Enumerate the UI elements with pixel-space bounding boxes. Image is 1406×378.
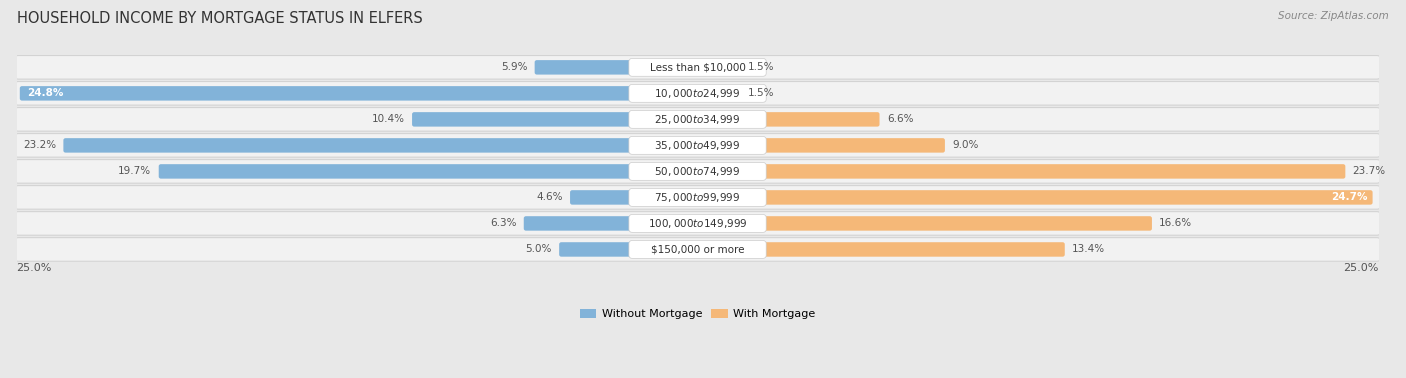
Text: 16.6%: 16.6% [1160, 218, 1192, 228]
Text: Source: ZipAtlas.com: Source: ZipAtlas.com [1278, 11, 1389, 21]
Text: 5.0%: 5.0% [526, 245, 551, 254]
Text: 23.2%: 23.2% [22, 140, 56, 150]
FancyBboxPatch shape [696, 86, 741, 101]
Text: 5.9%: 5.9% [501, 62, 527, 72]
Text: 9.0%: 9.0% [952, 140, 979, 150]
Text: $50,000 to $74,999: $50,000 to $74,999 [654, 165, 741, 178]
FancyBboxPatch shape [696, 242, 1064, 257]
FancyBboxPatch shape [524, 216, 700, 231]
Text: 19.7%: 19.7% [118, 166, 152, 177]
FancyBboxPatch shape [628, 110, 766, 128]
FancyBboxPatch shape [14, 186, 1381, 209]
Text: $35,000 to $49,999: $35,000 to $49,999 [654, 139, 741, 152]
Text: 10.4%: 10.4% [371, 115, 405, 124]
Text: $25,000 to $34,999: $25,000 to $34,999 [654, 113, 741, 126]
Text: 24.7%: 24.7% [1331, 192, 1368, 203]
Text: 24.8%: 24.8% [28, 88, 63, 98]
FancyBboxPatch shape [628, 59, 766, 76]
Text: Less than $10,000: Less than $10,000 [650, 62, 745, 72]
FancyBboxPatch shape [569, 190, 700, 204]
Text: 25.0%: 25.0% [1343, 263, 1378, 273]
FancyBboxPatch shape [14, 238, 1381, 261]
FancyBboxPatch shape [696, 138, 945, 153]
FancyBboxPatch shape [14, 108, 1381, 131]
FancyBboxPatch shape [14, 134, 1381, 157]
FancyBboxPatch shape [20, 86, 700, 101]
Text: 1.5%: 1.5% [748, 88, 775, 98]
FancyBboxPatch shape [696, 190, 1372, 204]
Text: $75,000 to $99,999: $75,000 to $99,999 [654, 191, 741, 204]
Legend: Without Mortgage, With Mortgage: Without Mortgage, With Mortgage [575, 304, 820, 324]
FancyBboxPatch shape [696, 164, 1346, 179]
FancyBboxPatch shape [628, 163, 766, 180]
FancyBboxPatch shape [696, 60, 741, 74]
FancyBboxPatch shape [628, 136, 766, 154]
FancyBboxPatch shape [412, 112, 700, 127]
FancyBboxPatch shape [159, 164, 700, 179]
FancyBboxPatch shape [696, 112, 880, 127]
Text: $100,000 to $149,999: $100,000 to $149,999 [648, 217, 748, 230]
Text: $10,000 to $24,999: $10,000 to $24,999 [654, 87, 741, 100]
Text: 4.6%: 4.6% [536, 192, 562, 203]
Text: 6.6%: 6.6% [887, 115, 914, 124]
Text: 1.5%: 1.5% [748, 62, 775, 72]
FancyBboxPatch shape [696, 216, 1152, 231]
FancyBboxPatch shape [14, 56, 1381, 79]
FancyBboxPatch shape [628, 84, 766, 102]
FancyBboxPatch shape [560, 242, 700, 257]
Text: HOUSEHOLD INCOME BY MORTGAGE STATUS IN ELFERS: HOUSEHOLD INCOME BY MORTGAGE STATUS IN E… [17, 11, 423, 26]
FancyBboxPatch shape [534, 60, 700, 74]
Text: 13.4%: 13.4% [1073, 245, 1105, 254]
Text: 6.3%: 6.3% [489, 218, 516, 228]
FancyBboxPatch shape [63, 138, 700, 153]
Text: 23.7%: 23.7% [1353, 166, 1386, 177]
FancyBboxPatch shape [14, 82, 1381, 105]
FancyBboxPatch shape [628, 189, 766, 206]
FancyBboxPatch shape [628, 214, 766, 232]
Text: $150,000 or more: $150,000 or more [651, 245, 744, 254]
FancyBboxPatch shape [14, 212, 1381, 235]
Text: 25.0%: 25.0% [17, 263, 52, 273]
FancyBboxPatch shape [14, 160, 1381, 183]
FancyBboxPatch shape [628, 240, 766, 259]
